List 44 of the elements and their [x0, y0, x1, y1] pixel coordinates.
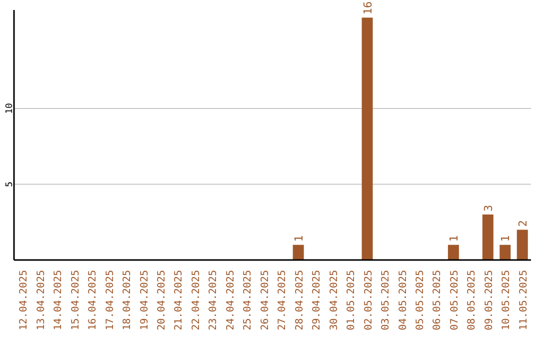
x-tick-label: 28.04.2025	[294, 270, 306, 330]
bar	[362, 18, 373, 260]
x-tick-label: 01.05.2025	[346, 270, 358, 330]
data-label: 1	[499, 235, 512, 242]
x-tick-label: 30.04.2025	[328, 270, 340, 330]
x-tick-label: 18.04.2025	[122, 270, 134, 330]
bar	[482, 214, 494, 260]
x-tick-label: 05.05.2025	[414, 270, 426, 330]
x-tick-label: 08.05.2025	[466, 270, 478, 330]
x-tick-label: 13.04.2025	[36, 270, 47, 330]
y-tick-label: 10	[5, 103, 15, 114]
x-tick-label: 02.05.2025	[363, 270, 374, 330]
x-tick-label: 16.04.2025	[88, 270, 99, 330]
x-tick-label: 24.04.2025	[225, 270, 236, 330]
x-tick-label: 04.05.2025	[398, 270, 409, 330]
x-tick-label: 27.04.2025	[277, 270, 288, 330]
x-tick-label: 25.04.2025	[242, 270, 254, 330]
data-label: 1	[447, 235, 460, 242]
x-tick-label: 11.05.2025	[518, 270, 530, 330]
x-tick-label: 21.04.2025	[174, 270, 185, 330]
data-label: 16	[361, 1, 374, 15]
x-tick-label: 03.05.2025	[380, 270, 392, 330]
bar	[516, 230, 528, 260]
x-tick-label: 23.04.2025	[208, 270, 220, 330]
x-tick-label: 14.04.2025	[53, 270, 64, 330]
x-tick-label: 19.04.2025	[139, 270, 150, 330]
x-tick-label: 07.05.2025	[449, 270, 460, 330]
bar	[292, 244, 304, 260]
x-tick-label: 10.05.2025	[501, 270, 512, 330]
x-tick-label: 17.04.2025	[104, 270, 116, 330]
x-tick-label: 12.04.2025	[18, 270, 30, 330]
x-tick-label: 29.04.2025	[312, 270, 323, 330]
x-tick-label: 26.04.2025	[260, 270, 271, 330]
x-tick-label: 09.05.2025	[484, 270, 495, 330]
bar	[448, 244, 459, 260]
x-tick-label: 20.04.2025	[156, 270, 168, 330]
data-label: 3	[482, 204, 495, 212]
data-label: 2	[516, 220, 530, 227]
x-tick-label: 15.04.2025	[70, 270, 82, 330]
data-label: 1	[292, 235, 306, 242]
x-tick-label: 06.05.2025	[432, 270, 444, 330]
bar	[500, 244, 511, 260]
x-tick-label: 22.04.2025	[190, 270, 202, 330]
y-tick-label: 5	[5, 182, 15, 187]
